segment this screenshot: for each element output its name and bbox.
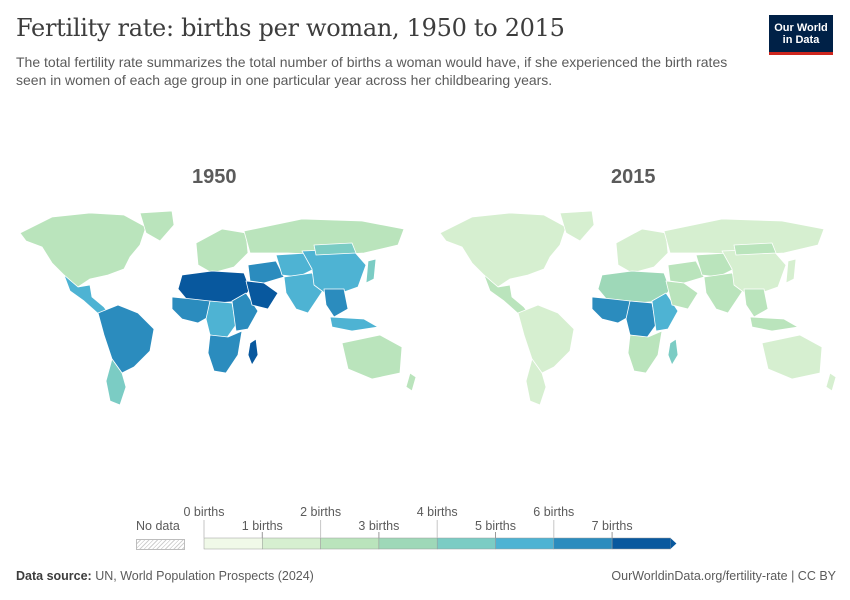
country-region-new-zealand[interactable] <box>825 372 837 392</box>
legend-label: 6 births <box>533 505 575 519</box>
country-region-south-america[interactable] <box>97 304 155 374</box>
legend-label: 0 births <box>183 505 225 519</box>
no-data-label: No data <box>136 519 180 533</box>
legend-swatch <box>436 537 496 550</box>
country-region-europe[interactable] <box>195 228 249 274</box>
country-region-indonesia[interactable] <box>329 316 379 332</box>
map-title-2015: 2015 <box>611 166 656 188</box>
country-region-europe[interactable] <box>615 228 669 274</box>
world-map-1950[interactable] <box>12 205 422 420</box>
legend-swatch <box>553 537 613 550</box>
country-region-southeast-asia[interactable] <box>743 288 769 318</box>
legend-swatch <box>203 537 263 550</box>
country-region-central-asia[interactable] <box>695 252 735 278</box>
data-source: Data source: UN, World Population Prospe… <box>16 569 314 583</box>
country-region-southern-cone[interactable] <box>525 358 547 406</box>
country-region-central-africa[interactable] <box>625 300 657 340</box>
country-region-madagascar[interactable] <box>247 338 259 366</box>
legend-label: 5 births <box>475 519 516 533</box>
country-region-southern-cone[interactable] <box>105 358 127 406</box>
country-region-west-africa[interactable] <box>171 296 213 324</box>
data-source-label: Data source: <box>16 569 92 583</box>
country-region-new-zealand[interactable] <box>405 372 417 392</box>
legend-swatch <box>495 537 555 550</box>
chart-subtitle: The total fertility rate summarizes the … <box>16 54 728 88</box>
country-region-south-america[interactable] <box>517 304 575 374</box>
logo-line-2: in Data <box>782 33 820 46</box>
country-region-southeast-asia[interactable] <box>323 288 349 318</box>
country-region-mongolia[interactable] <box>733 242 777 256</box>
country-region-middle-east[interactable] <box>667 260 705 284</box>
legend-swatch <box>611 537 671 550</box>
legend-label: 2 births <box>300 505 342 519</box>
country-region-australia[interactable] <box>761 334 823 380</box>
country-region-north-america[interactable] <box>19 212 147 288</box>
map-title-1950: 1950 <box>192 166 237 188</box>
country-region-madagascar[interactable] <box>667 338 679 366</box>
country-region-greenland[interactable] <box>139 210 175 242</box>
legend-swatch <box>262 537 321 550</box>
country-region-central-africa[interactable] <box>205 300 237 340</box>
legend-arrow <box>670 538 677 549</box>
country-region-north-america[interactable] <box>439 212 567 288</box>
legend-label: 4 births <box>416 505 458 519</box>
legend-label: 3 births <box>358 519 400 533</box>
world-map-2015[interactable] <box>432 205 842 420</box>
source-link[interactable]: OurWorldinData.org/fertility-rate | CC B… <box>611 569 836 583</box>
country-region-west-africa[interactable] <box>591 296 633 324</box>
owid-logo[interactable]: Our World in Data <box>769 15 833 55</box>
country-region-russia[interactable] <box>243 218 405 256</box>
country-region-middle-east[interactable] <box>247 260 285 284</box>
country-region-arabia[interactable] <box>665 280 699 310</box>
country-region-arabia[interactable] <box>245 280 279 310</box>
logo-line-1: Our World <box>774 21 828 34</box>
legend-swatch <box>378 537 438 550</box>
no-data-swatch <box>136 539 185 550</box>
country-region-japan[interactable] <box>365 258 377 284</box>
country-region-indonesia[interactable] <box>749 316 799 332</box>
country-region-central-asia[interactable] <box>275 252 315 278</box>
chart-title: Fertility rate: births per woman, 1950 t… <box>16 14 565 42</box>
legend-label: 1 births <box>241 519 283 533</box>
country-region-mongolia[interactable] <box>313 242 357 256</box>
country-region-australia[interactable] <box>341 334 403 380</box>
data-source-text: UN, World Population Prospects (2024) <box>95 569 314 583</box>
legend-swatch <box>320 537 380 550</box>
country-region-greenland[interactable] <box>559 210 595 242</box>
country-region-japan[interactable] <box>785 258 797 284</box>
country-region-southern-africa[interactable] <box>627 330 663 374</box>
country-region-southern-africa[interactable] <box>207 330 243 374</box>
legend-label: 7 births <box>591 519 633 533</box>
country-region-russia[interactable] <box>663 218 825 256</box>
